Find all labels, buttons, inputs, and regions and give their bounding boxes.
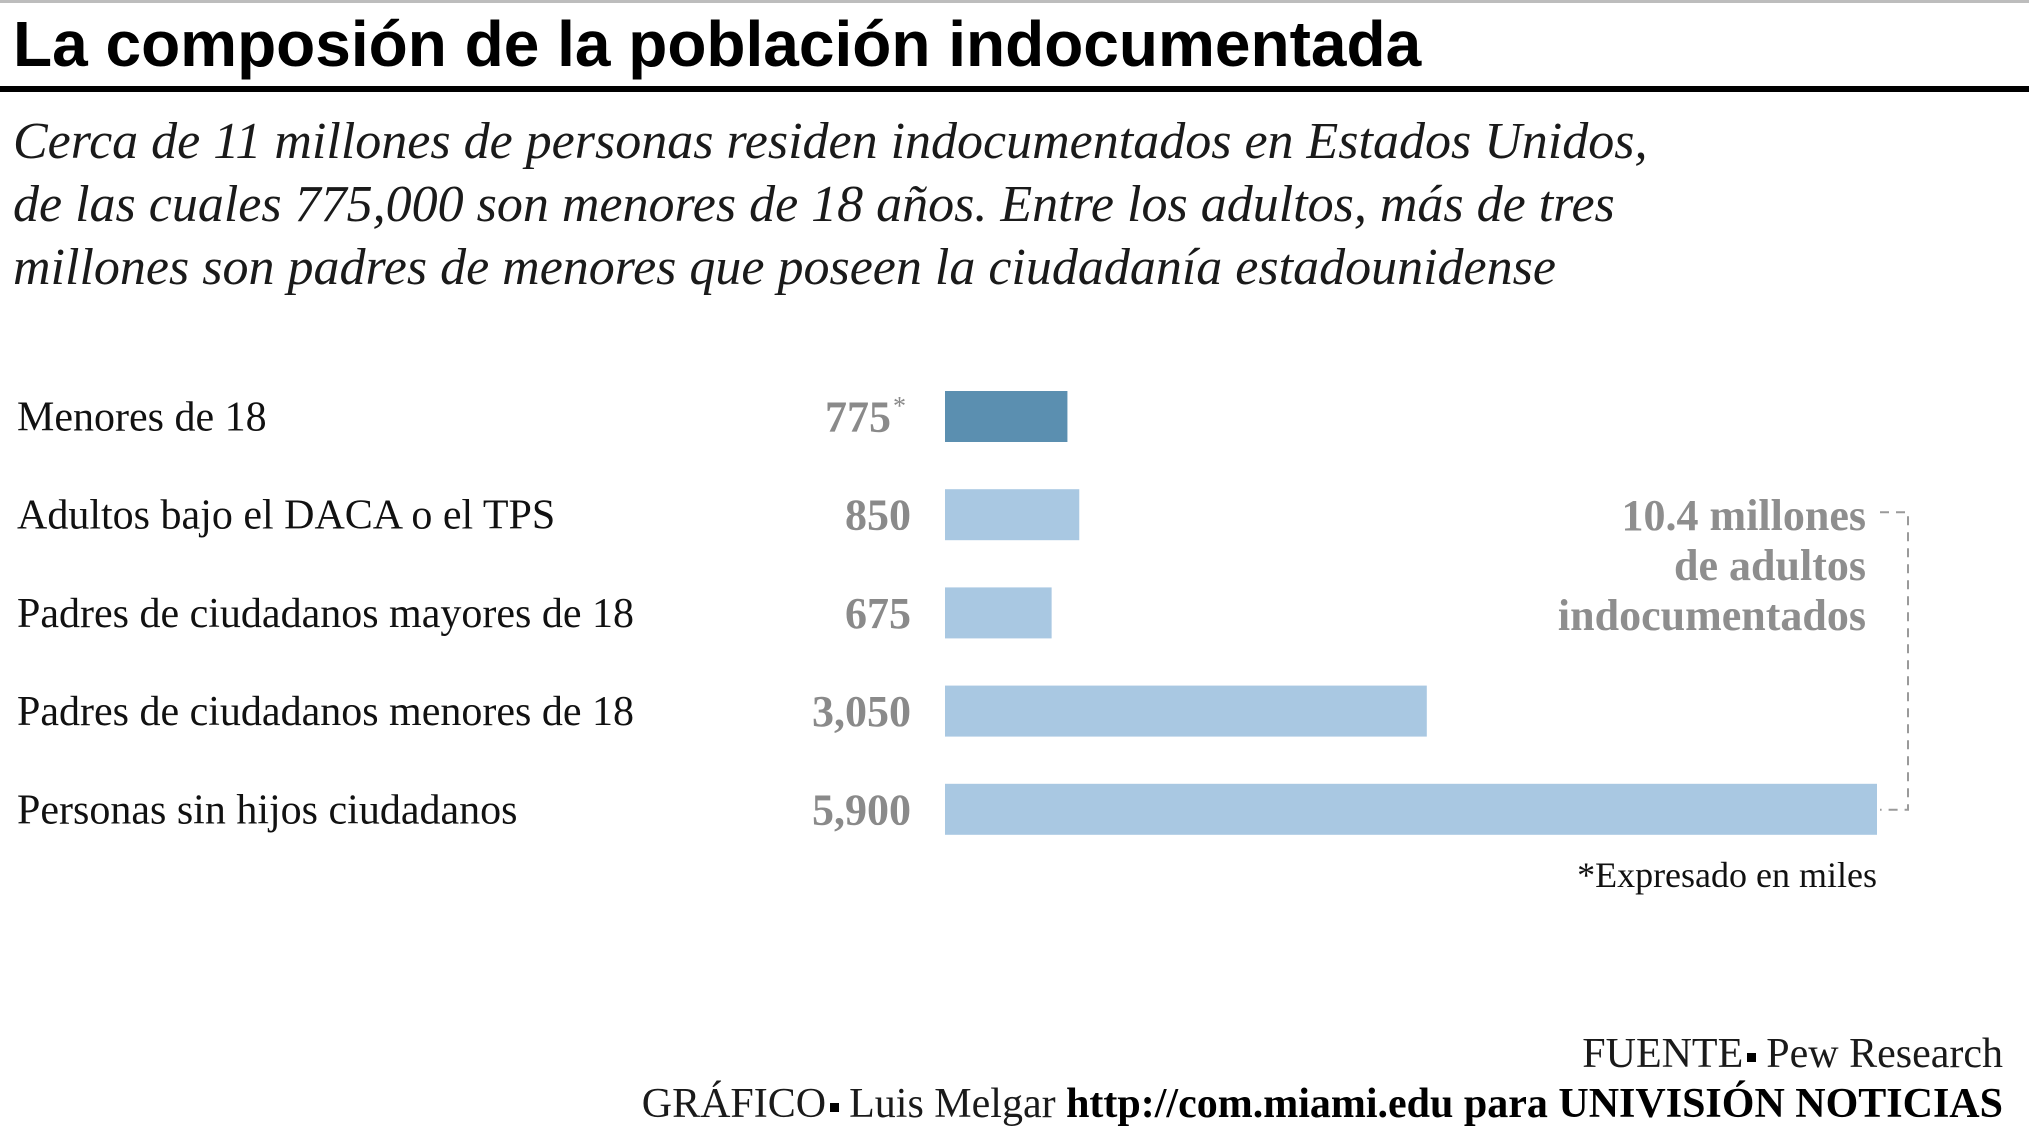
value-footnote-mark: * (893, 392, 906, 421)
bracket-label-line: indocumentados (1558, 591, 1866, 640)
title-rule (0, 86, 2029, 92)
category-label: Padres de ciudadanos menores de 18 (17, 689, 634, 735)
separator-square (1747, 1052, 1757, 1062)
value-label: 850 (845, 491, 911, 540)
footer-source: FUENTE Pew Research (1582, 1030, 2003, 1078)
bracket-label-line: de adultos (1674, 541, 1866, 590)
chart-note: *Expresado en miles (1577, 855, 1877, 895)
value-label: 675 (845, 589, 911, 638)
credit-link[interactable]: http://com.miami.edu para UNIVISIÓN NOTI… (1066, 1081, 2003, 1127)
chart-subtitle: Cerca de 11 millones de personas residen… (13, 110, 1893, 299)
bar (945, 391, 1068, 442)
bracket-line (1880, 511, 1909, 811)
bracket-label-line: 10.4 millones (1622, 491, 1866, 540)
credit-label: GRÁFICO (641, 1081, 827, 1127)
bar (945, 489, 1080, 541)
bar (945, 685, 1427, 737)
top-rule (0, 0, 2029, 3)
subtitle-line-1: Cerca de 11 millones de personas residen… (13, 113, 1648, 170)
source-value: Pew Research (1766, 1031, 2003, 1077)
value-label: 775 (825, 393, 891, 442)
source-label: FUENTE (1582, 1031, 1744, 1077)
bar (945, 587, 1052, 639)
chart-title: La composión de la población indocumenta… (13, 8, 1422, 80)
subtitle-line-3: millones son padres de menores que posee… (13, 239, 1556, 296)
subtitle-line-2: de las cuales 775,000 son menores de 18 … (13, 176, 1615, 233)
category-label: Menores de 18 (17, 395, 267, 441)
credit-author: Luis Melgar (849, 1081, 1056, 1127)
category-label: Adultos bajo el DACA o el TPS (17, 493, 555, 539)
separator-square (830, 1102, 840, 1112)
category-label: Personas sin hijos ciudadanos (17, 787, 517, 833)
footer-credit: GRÁFICO Luis Melgar http://com.miami.edu … (642, 1080, 2003, 1128)
value-label: 3,050 (812, 687, 911, 736)
value-label: 5,900 (812, 785, 911, 834)
category-label: Padres de ciudadanos mayores de 18 (17, 591, 634, 637)
bar (945, 783, 1877, 835)
